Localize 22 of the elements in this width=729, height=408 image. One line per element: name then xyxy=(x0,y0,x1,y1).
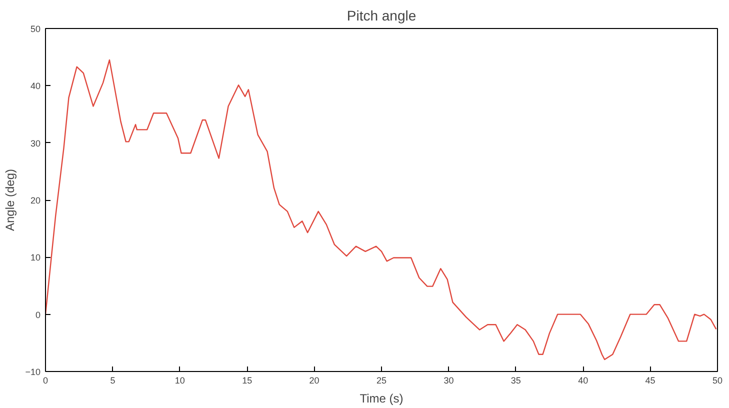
y-tick-label: 50 xyxy=(30,24,41,34)
x-tick-label: 15 xyxy=(242,376,252,386)
y-axis-title: Angle (deg) xyxy=(3,168,18,232)
chart-title: Pitch angle xyxy=(346,8,416,24)
y-tick-label: 0 xyxy=(35,310,41,320)
x-tick-label: 0 xyxy=(42,376,48,386)
x-tick-label: 50 xyxy=(712,376,723,386)
x-axis-title: Time (s) xyxy=(360,392,404,406)
x-tick-label: 5 xyxy=(110,376,116,386)
y-tick-label: 10 xyxy=(30,252,41,263)
x-tick-label: 45 xyxy=(645,376,656,386)
x-tick-label: 25 xyxy=(376,376,387,386)
x-tick-label: 20 xyxy=(309,376,320,386)
x-tick-label: 10 xyxy=(174,376,185,386)
x-tick-label: 40 xyxy=(578,376,588,386)
y-tick-label: 30 xyxy=(30,138,41,148)
y-tick-label: −10 xyxy=(25,367,41,377)
y-tick-label: 40 xyxy=(30,81,41,92)
x-tick-label: 35 xyxy=(510,376,521,386)
line-series xyxy=(46,59,717,360)
y-tick-label: 20 xyxy=(30,196,41,206)
x-tick-label: 30 xyxy=(444,376,454,386)
